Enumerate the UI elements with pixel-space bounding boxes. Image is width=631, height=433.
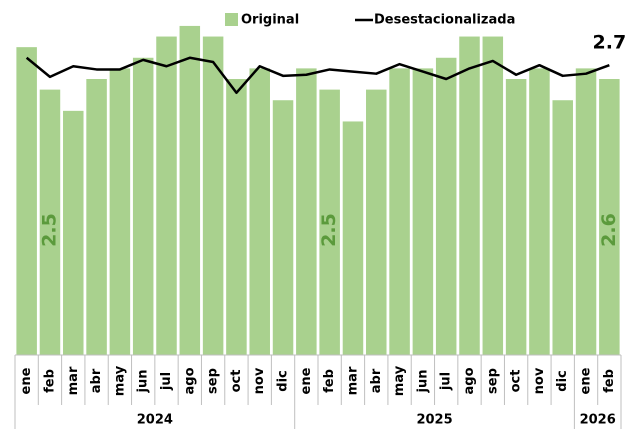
x-tick-label: dic — [555, 370, 570, 391]
bar-value-label: 2.5 — [318, 213, 340, 247]
x-tick-label: mar — [66, 366, 81, 395]
x-tick-label: ene — [299, 367, 314, 394]
x-tick-label: mar — [345, 366, 360, 395]
bar-value-label: 2.6 — [598, 213, 620, 247]
bar — [342, 121, 364, 355]
line-value-label: 2.7 — [593, 32, 627, 54]
bar — [412, 68, 434, 355]
x-tick-label: jul — [159, 372, 174, 391]
x-tick-label: abr — [369, 368, 384, 393]
bar — [132, 57, 154, 356]
bar — [389, 68, 410, 355]
bar — [226, 79, 247, 355]
bar — [272, 100, 294, 355]
bar — [249, 68, 270, 355]
group-label: 2024 — [137, 413, 173, 428]
bar — [109, 68, 131, 355]
x-tick-label: oct — [509, 370, 524, 393]
bar — [16, 47, 37, 356]
bar — [482, 36, 504, 356]
bar — [529, 68, 550, 355]
bar — [86, 79, 107, 355]
x-tick-label: may — [112, 365, 127, 396]
x-tick-label: ene — [579, 367, 594, 394]
x-tick-label: ago — [182, 367, 197, 394]
x-tick-label: jul — [439, 372, 454, 391]
bar — [575, 68, 597, 355]
bar — [552, 100, 573, 355]
group-label: 2025 — [416, 413, 452, 428]
bar-value-label: 2.5 — [38, 213, 60, 247]
bar — [39, 89, 61, 355]
bar — [319, 89, 340, 355]
bar — [156, 36, 177, 356]
x-tick-label: nov — [532, 367, 547, 394]
line — [25, 56, 610, 95]
bar — [296, 68, 317, 355]
legend-label: Desestacionalizada — [374, 13, 515, 28]
x-tick-label: feb — [602, 369, 617, 393]
x-tick-label: nov — [252, 367, 267, 394]
legend-label: Original — [241, 13, 299, 28]
bar — [63, 110, 84, 355]
bar — [179, 25, 201, 356]
x-tick-label: feb — [322, 369, 337, 393]
x-tick-label: sep — [206, 368, 221, 394]
x-tick-label: abr — [89, 368, 104, 393]
group-label: 2026 — [580, 413, 616, 428]
bar — [202, 36, 224, 356]
x-tick-label: ago — [462, 367, 477, 394]
x-tick-label: jun — [136, 370, 151, 394]
bar — [505, 79, 527, 355]
bar — [459, 36, 480, 356]
bar — [366, 89, 387, 355]
x-tick-label: dic — [276, 370, 291, 391]
x-tick-label: jun — [415, 370, 430, 394]
x-tick-label: may — [392, 365, 407, 396]
x-tick-label: oct — [229, 370, 244, 393]
legend-swatch — [225, 13, 238, 26]
x-tick-label: feb — [42, 369, 57, 393]
x-tick-label: ene — [19, 367, 34, 394]
bar — [599, 79, 620, 355]
bar — [435, 57, 457, 356]
x-tick-label: sep — [485, 368, 500, 394]
